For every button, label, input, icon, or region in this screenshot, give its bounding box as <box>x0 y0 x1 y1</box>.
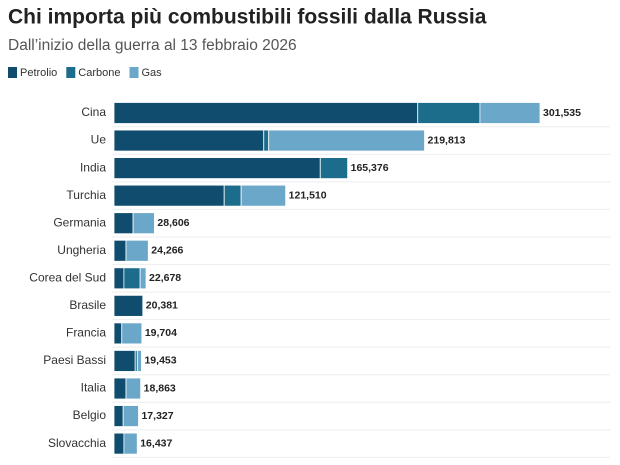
total-label: 20,381 <box>146 300 178 312</box>
total-label: 219,813 <box>428 134 466 146</box>
legend-swatch <box>129 67 139 78</box>
bar-segment <box>125 377 142 400</box>
total-label: 19,453 <box>144 355 176 367</box>
total-label: 18,863 <box>144 382 176 394</box>
y-tick-label: Ungheria <box>57 243 106 257</box>
bar-segment <box>223 184 242 207</box>
y-tick-label: Cina <box>81 105 106 119</box>
y-tick-label: Brasile <box>69 298 106 312</box>
chart-title: Chi importa più combustibili fossili dal… <box>8 6 487 29</box>
bar-segment <box>125 239 149 262</box>
bar-segment <box>113 184 225 207</box>
bar-segment <box>113 267 125 290</box>
legend-swatch <box>8 67 17 78</box>
bar-segment <box>113 157 321 180</box>
y-tick-label: Corea del Sud <box>29 270 106 284</box>
bar-segment <box>136 350 142 372</box>
legend: Petrolio Carbone Gas <box>8 67 162 79</box>
chart-subtitle: Dall’inizio della guerra al 13 febbraio … <box>8 37 297 54</box>
bar-segment <box>113 377 127 400</box>
bar-segment <box>123 267 141 290</box>
bar-segment <box>319 157 349 180</box>
bar-segment <box>113 239 127 262</box>
total-label: 24,266 <box>151 245 183 257</box>
bar-segment <box>240 184 287 207</box>
bar-segment <box>479 102 541 124</box>
bar-segment <box>121 322 143 345</box>
y-tick-label: Slovacchia <box>48 436 106 450</box>
bar-segment <box>123 432 138 455</box>
total-label: 22,678 <box>149 272 181 284</box>
bar-segment <box>113 294 144 317</box>
bar-segment <box>417 102 481 124</box>
plot: Cina 301,535 Ue 219,813 India 165,376 Turchia 1… <box>29 102 610 458</box>
bar-segment <box>113 322 123 345</box>
total-label: 16,437 <box>140 437 172 449</box>
legend-swatch <box>66 67 76 78</box>
total-label: 121,510 <box>289 189 327 201</box>
legend-label: Petrolio <box>20 67 57 79</box>
total-label: 301,535 <box>543 107 581 119</box>
y-tick-label: Germania <box>53 215 106 229</box>
y-tick-label: Turchia <box>66 188 106 202</box>
bar-segment <box>113 129 265 152</box>
bar-segment <box>132 212 155 235</box>
bar-segment <box>113 432 125 455</box>
bar-segment <box>113 212 134 235</box>
bar-segment <box>122 405 139 427</box>
y-tick-label: Paesi Bassi <box>43 353 106 367</box>
total-label: 28,606 <box>157 217 189 229</box>
y-tick-label: Belgio <box>73 408 107 422</box>
bar-segment <box>139 267 147 290</box>
total-label: 165,376 <box>351 162 389 174</box>
bar-segment <box>113 350 136 372</box>
y-tick-label: Italia <box>81 381 107 395</box>
legend-label: Gas <box>142 67 163 79</box>
y-tick-label: Francia <box>66 326 106 340</box>
total-label: 19,704 <box>145 327 177 339</box>
total-label: 17,327 <box>141 410 173 422</box>
y-tick-label: India <box>80 160 106 174</box>
bar-segment <box>268 129 425 152</box>
legend-label: Carbone <box>78 67 120 79</box>
bar-segment <box>113 102 419 124</box>
bar-segment <box>113 405 124 427</box>
y-tick-label: Ue <box>91 133 107 147</box>
bar-segment <box>263 129 270 152</box>
